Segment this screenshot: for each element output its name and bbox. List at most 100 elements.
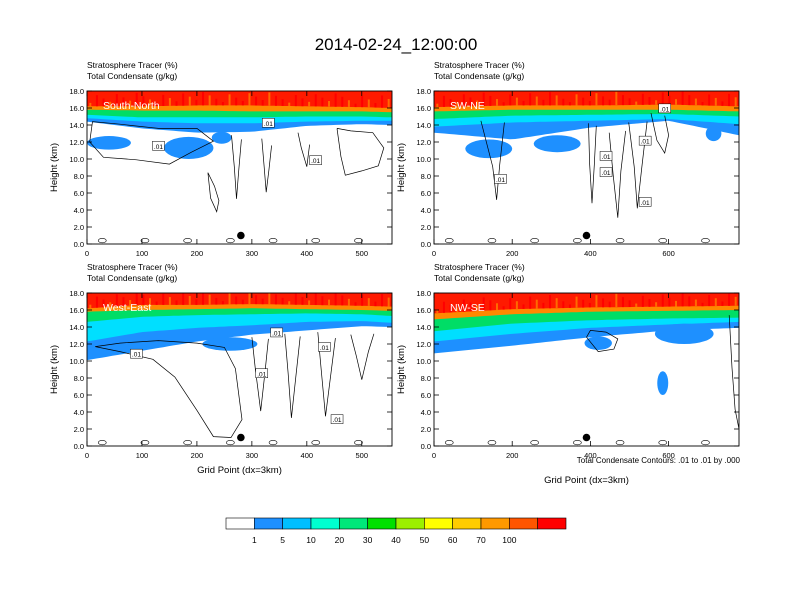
tracer-streak [175, 300, 178, 305]
tracer-streak [268, 92, 271, 106]
condensate-contour [444, 440, 454, 446]
tracer-streak [515, 97, 518, 106]
condensate-contour [336, 128, 385, 176]
contour-label-text: .01 [132, 352, 141, 359]
x-tick-label: 0 [432, 451, 436, 460]
y-tick-label: 0.0 [74, 442, 84, 451]
panel-label: SW-NE [450, 100, 485, 112]
contour-label: .01 [599, 151, 613, 161]
y-tick-label: 12.0 [69, 340, 84, 349]
condensate-contour [628, 121, 648, 209]
tracer-streak [608, 99, 611, 106]
tracer-streak [549, 294, 552, 309]
colorbar-box [339, 517, 368, 530]
colorbar-label: 10 [306, 535, 316, 545]
tracer-streak [482, 297, 485, 311]
y-tick-label: 18.0 [416, 87, 431, 96]
tracer-streak [182, 293, 185, 305]
contour-label: .01 [330, 414, 344, 424]
contour-label: .01 [638, 197, 652, 207]
tracer-streak [281, 99, 284, 106]
tracer-streak [648, 96, 651, 105]
tracer-streak [515, 301, 518, 310]
tracer-streak [602, 96, 605, 106]
contour-label-text: .01 [496, 177, 505, 184]
tracer-streak [294, 293, 297, 305]
tracer-streak [681, 91, 684, 105]
panel-title: Stratosphere Tracer (%) [434, 60, 525, 70]
tracer-streak [235, 296, 238, 305]
tracer-streak [469, 302, 472, 312]
tracer-streak [562, 301, 565, 309]
y-tick-label: 10.0 [69, 357, 84, 366]
condensate-contour [317, 332, 336, 417]
y-tick-label: 16.0 [69, 104, 84, 113]
tracer-streak [162, 293, 165, 305]
tracer-streak [688, 95, 691, 106]
contour-label-text: .01 [320, 345, 329, 352]
tracer-streak [122, 97, 125, 107]
colorbar-label: 30 [363, 535, 373, 545]
panel-label: West-East [103, 302, 151, 314]
tracer-streak [274, 294, 277, 305]
tracer-streak [142, 96, 145, 107]
contour-label-box [130, 348, 143, 359]
y-tick-label: 2.0 [421, 425, 431, 434]
contour-label-text: .01 [602, 154, 611, 161]
y-tick-label: 10.0 [416, 155, 431, 164]
condensate-contour [207, 172, 220, 213]
tracer-streak [595, 93, 598, 106]
tracer-streak [529, 93, 532, 106]
plot-area: .01 .01 .01 .01 .01 .01 [434, 91, 739, 244]
colorbar-label: 60 [448, 535, 458, 545]
contour-label-box [262, 118, 275, 128]
condensate-contour [354, 440, 363, 446]
contour-label-box [638, 197, 652, 207]
figure-title: 2014-02-24_12:00:00 [315, 35, 478, 54]
y-tick-label: 18.0 [69, 87, 84, 96]
tracer-streak [354, 103, 357, 108]
tracer-streak [347, 298, 350, 306]
tracer-streak [182, 93, 185, 106]
contour-label-box [494, 174, 507, 184]
tracer-streak [582, 97, 585, 106]
tracer-streak [202, 293, 205, 305]
condensate-contour [284, 333, 301, 418]
condensate-contour [261, 138, 272, 193]
panel-nw-se: Stratosphere Tracer (%)Total Condensate … [396, 262, 740, 486]
x-tick-label: 0 [85, 451, 89, 460]
tracer-streak [314, 293, 317, 306]
plot-frame [433, 292, 740, 447]
tracer-streak [641, 295, 644, 307]
y-tick-label: 4.0 [421, 408, 431, 417]
y-tick-label: 2.0 [74, 223, 84, 232]
contour-label-box [658, 103, 671, 114]
panel-sw-ne: Stratosphere Tracer (%)Total Condensate … [396, 60, 740, 258]
condensate-contour [586, 330, 619, 352]
tracer-streak [261, 100, 264, 106]
tracer-streak [228, 94, 231, 106]
y-tick-label: 14.0 [69, 121, 84, 130]
y-tick-label: 4.0 [74, 206, 84, 215]
tracer-streak [681, 293, 684, 307]
colorbar-box [395, 517, 425, 530]
location-marker [237, 433, 245, 442]
tracer-streak [241, 100, 244, 106]
contour-label: .01 [318, 342, 331, 352]
x-tick-label: 200 [506, 451, 519, 460]
tracer-streak [255, 96, 258, 106]
panel-subtitle: Total Condensate (g/kg) [434, 273, 524, 283]
x-tick-label: 200 [191, 451, 204, 460]
plot-frame [433, 90, 740, 245]
tracer-streak [635, 101, 638, 105]
condensate-contour [444, 238, 454, 244]
tracer-streak [489, 95, 492, 106]
y-tick-label: 8.0 [74, 172, 84, 181]
tracer-streak [301, 297, 304, 305]
contour-label: .01 [638, 135, 652, 146]
tracer-patch [202, 337, 258, 351]
x-tick-label: 500 [356, 249, 369, 258]
y-tick-label: 14.0 [69, 323, 84, 332]
tracer-streak [462, 94, 465, 107]
tracer-streak [661, 294, 664, 307]
